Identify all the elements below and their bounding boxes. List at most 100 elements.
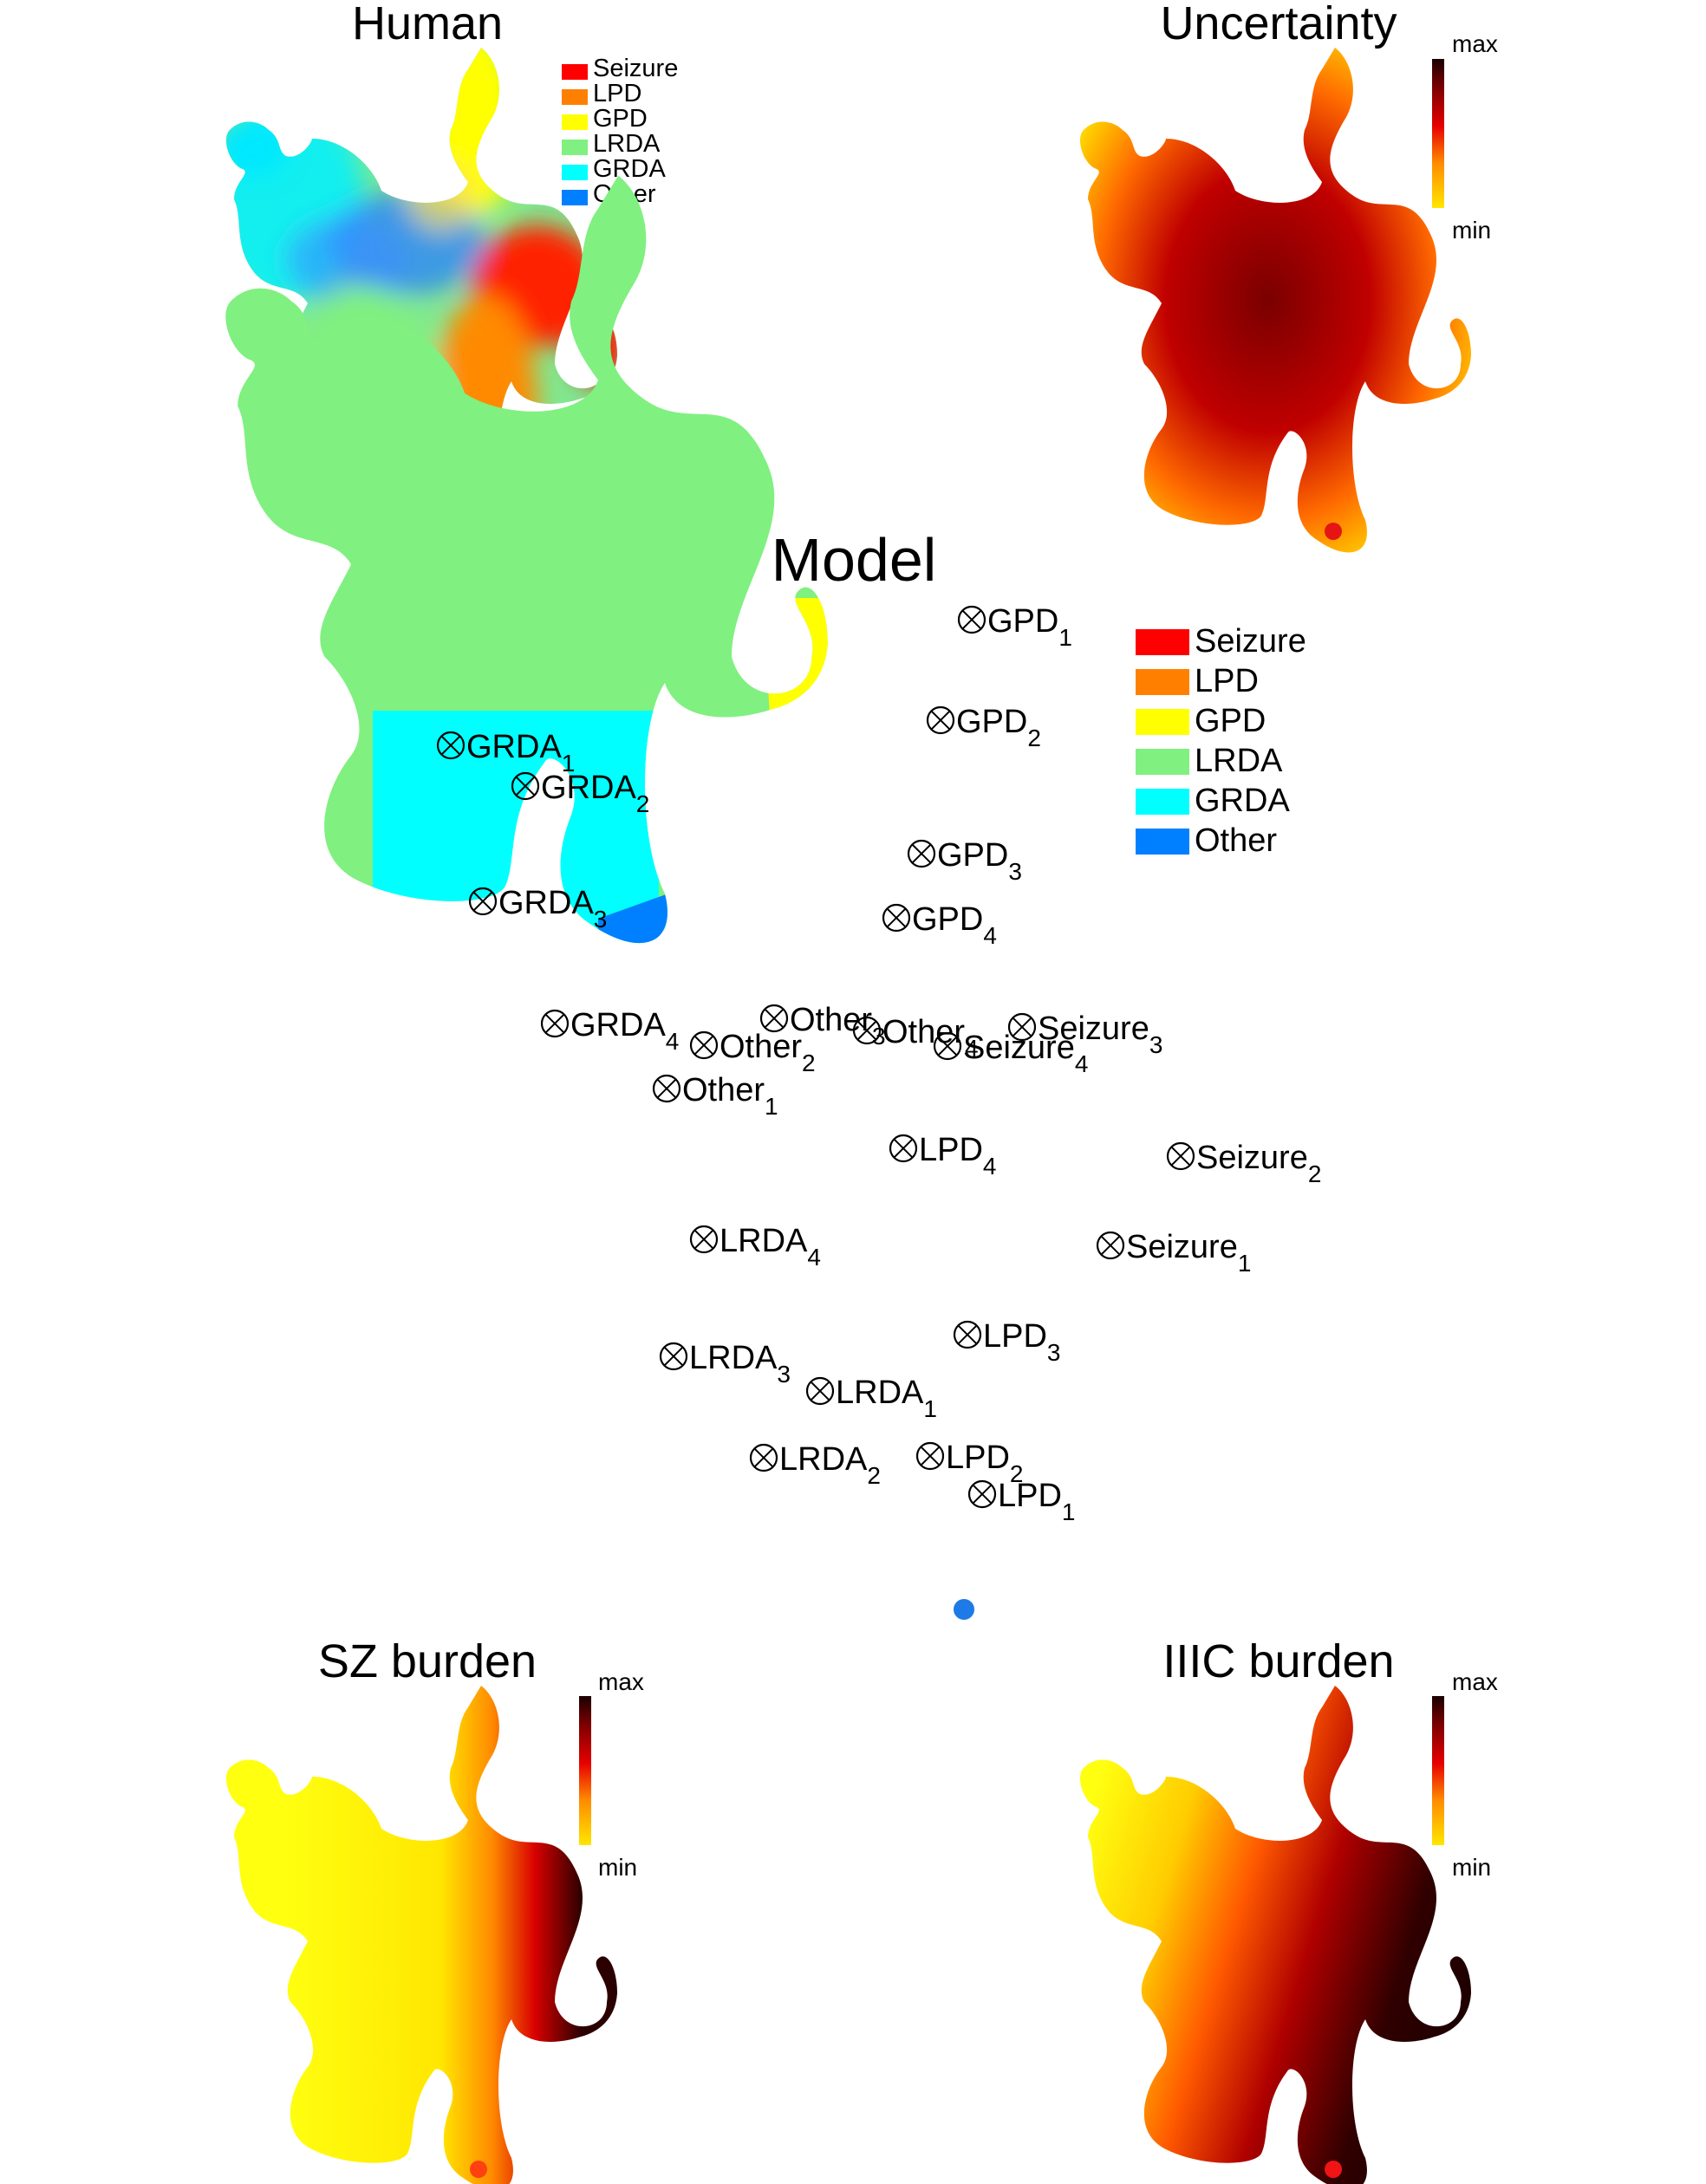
marker-gpd-3-cross-b xyxy=(911,843,932,864)
iiic-burden-colorbar-min: min xyxy=(1452,1854,1491,1881)
marker-seizure-3-cross-b xyxy=(1012,1017,1032,1037)
human-legend-label-grda: GRDA xyxy=(593,155,666,183)
sz-burden-panel: SZ burden max min xyxy=(225,1635,644,2184)
marker-other-2-circle xyxy=(689,1030,719,1060)
model-legend-label-other: Other xyxy=(1195,822,1277,859)
marker-gpd-2-label: GPD2 xyxy=(956,704,1041,751)
uncertainty-panel: Uncertainty max min xyxy=(1079,0,1498,553)
iiic-burden-embedding xyxy=(1079,1686,1471,2184)
marker-other-1-label: Other1 xyxy=(682,1072,778,1120)
model-legend-swatch-gpd xyxy=(1136,709,1189,735)
marker-lpd-1-circle xyxy=(967,1479,997,1509)
iiic-burden-colorbar: max min xyxy=(1432,1668,1498,1881)
marker-seizure-1-label: Seizure1 xyxy=(1126,1229,1251,1277)
marker-grda-3-cross-b xyxy=(472,891,493,912)
sz-burden-colorbar-max: max xyxy=(598,1668,644,1695)
marker-lpd-4: LPD4 xyxy=(889,1132,997,1180)
marker-seizure-1-cross-b xyxy=(1100,1235,1121,1256)
marker-gpd-3: GPD3 xyxy=(907,837,1022,885)
marker-seizure-1: Seizure1 xyxy=(1096,1229,1251,1277)
marker-grda-2: GRDA2 xyxy=(511,770,650,817)
marker-lrda-2-cross-b xyxy=(753,1447,774,1468)
model-markers: GPD1GPD2GPD3GPD4GRDA1GRDA2GRDA3GRDA4Othe… xyxy=(436,603,1321,1525)
marker-lpd-4-base: LPD xyxy=(919,1132,983,1168)
marker-lpd-2-cross-b xyxy=(920,1446,941,1466)
marker-grda-2-cross-b xyxy=(515,776,536,796)
marker-other-3-cross-b xyxy=(764,1008,785,1029)
marker-gpd-3-label: GPD3 xyxy=(937,837,1022,885)
marker-other-1-circle xyxy=(652,1074,681,1103)
marker-gpd-2: GPD2 xyxy=(926,704,1041,751)
marker-lpd-4-sub: 4 xyxy=(983,1153,997,1180)
marker-grda-1: GRDA1 xyxy=(436,729,575,777)
marker-grda-1-base: GRDA xyxy=(466,729,562,765)
marker-lpd-3-label: LPD3 xyxy=(983,1318,1061,1366)
model-legend-swatch-seizure xyxy=(1136,629,1189,655)
marker-lpd-1-sub: 1 xyxy=(1062,1498,1076,1525)
uncertainty-embedding xyxy=(1079,48,1471,553)
marker-gpd-2-sub: 2 xyxy=(1027,725,1041,751)
marker-lpd-3-base: LPD xyxy=(983,1318,1047,1355)
marker-seizure-2-cross-b xyxy=(1170,1146,1191,1167)
uncertainty-colorbar-max: max xyxy=(1452,30,1498,57)
marker-gpd-1-base: GPD xyxy=(987,603,1058,640)
marker-seizure-4-sub: 4 xyxy=(1075,1050,1089,1077)
marker-seizure-1-sub: 1 xyxy=(1238,1250,1252,1277)
marker-other-4: Other4 xyxy=(852,1014,979,1062)
marker-lpd-1: LPD1 xyxy=(967,1478,1076,1525)
marker-lrda-3-base: LRDA xyxy=(689,1340,778,1376)
marker-other-4-label: Other4 xyxy=(882,1014,979,1062)
marker-seizure-1-circle xyxy=(1096,1231,1125,1260)
marker-gpd-3-base: GPD xyxy=(937,837,1008,874)
marker-lpd-2-circle xyxy=(915,1441,945,1471)
marker-seizure-4-label: Seizure4 xyxy=(963,1030,1088,1077)
marker-other-2-label: Other2 xyxy=(720,1029,816,1076)
uncertainty-title: Uncertainty xyxy=(1160,0,1397,49)
marker-seizure-4-cross-b xyxy=(937,1036,958,1056)
marker-seizure-3: Seizure3 xyxy=(1007,1011,1162,1058)
marker-seizure-1-base: Seizure xyxy=(1126,1229,1238,1265)
marker-grda-1-circle xyxy=(436,731,466,760)
marker-gpd-4: GPD4 xyxy=(882,901,997,949)
marker-gpd-1-sub: 1 xyxy=(1058,624,1072,651)
marker-lrda-3-circle xyxy=(659,1342,688,1371)
marker-other-2-base: Other xyxy=(720,1029,802,1065)
marker-other-2-cross-b xyxy=(693,1035,714,1056)
marker-lrda-1-circle xyxy=(805,1376,835,1406)
sz-burden-title: SZ burden xyxy=(318,1635,537,1687)
marker-lrda-3: LRDA3 xyxy=(659,1340,791,1388)
marker-gpd-1-circle xyxy=(957,605,986,634)
marker-lpd-2: LPD2 xyxy=(915,1440,1024,1487)
marker-lrda-3-cross-b xyxy=(663,1346,684,1367)
sz-burden-dot xyxy=(470,2161,487,2178)
model-legend-label-grda: GRDA xyxy=(1195,783,1290,819)
marker-gpd-3-sub: 3 xyxy=(1008,858,1022,885)
marker-lpd-3-circle xyxy=(953,1320,982,1349)
marker-grda-1-cross-b xyxy=(440,735,461,756)
marker-other-1: Other1 xyxy=(652,1072,778,1120)
marker-lpd-1-base: LPD xyxy=(998,1478,1062,1514)
marker-grda-2-sub: 2 xyxy=(636,790,650,817)
model-legend-label-lpd: LPD xyxy=(1195,663,1259,699)
marker-grda-3: GRDA3 xyxy=(468,885,607,933)
sz-burden-colorbar: max min xyxy=(579,1668,644,1881)
marker-other-2-sub: 2 xyxy=(802,1050,816,1076)
sz-burden-colorbar-bar xyxy=(579,1696,591,1845)
model-legend-swatch-lrda xyxy=(1136,749,1189,775)
marker-other-1-base: Other xyxy=(682,1072,765,1108)
marker-lrda-2: LRDA2 xyxy=(749,1441,881,1489)
uncertainty-dot xyxy=(1325,523,1342,540)
marker-lpd-3-cross-b xyxy=(957,1324,978,1345)
marker-seizure-2-base: Seizure xyxy=(1196,1140,1308,1176)
marker-lpd-4-label: LPD4 xyxy=(919,1132,997,1180)
marker-gpd-1-cross-b xyxy=(961,609,982,630)
model-legend-label-gpd: GPD xyxy=(1195,703,1266,739)
marker-grda-4-cross-b xyxy=(544,1013,565,1034)
marker-lrda-2-circle xyxy=(749,1443,778,1472)
marker-seizure-4-circle xyxy=(933,1031,962,1061)
marker-other-1-sub: 1 xyxy=(765,1093,778,1120)
marker-seizure-3-circle xyxy=(1007,1012,1037,1042)
marker-grda-3-circle xyxy=(468,887,498,916)
uncertainty-colorbar-min: min xyxy=(1452,217,1491,244)
